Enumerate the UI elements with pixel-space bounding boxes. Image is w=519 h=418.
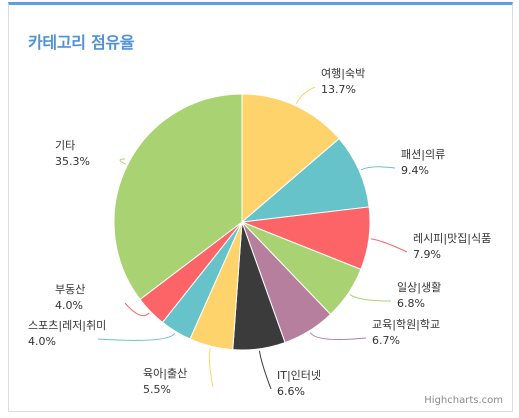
chart-widget: 카테고리 점유율 여행|숙박 13.7% 패션|의류 9.4% 레시피|맛집|식품 7.9… — [8, 2, 513, 412]
slice-label-패션-의류: 패션|의류 — [401, 148, 445, 161]
pie-slice-여행-숙박[interactable] — [241, 93, 340, 224]
connector-패션-의류 — [360, 166, 396, 171]
slice-percent-육아-출산: 5.5% — [143, 383, 171, 396]
slice-percent-일상-생활: 6.8% — [397, 297, 425, 310]
connector-부동산 — [124, 302, 150, 317]
highcharts-credit[interactable]: Highcharts.com — [424, 395, 503, 406]
slice-label-스포츠-레저-취미: 스포츠|레저|취미 — [28, 319, 106, 332]
connector-육아-출산 — [208, 347, 214, 388]
connector-여행-숙박 — [295, 86, 316, 105]
slice-percent-IT-인터넷: 6.6% — [277, 385, 305, 398]
slice-percent-패션-의류: 9.4% — [401, 164, 429, 177]
slice-label-육아-출산: 육아|출산 — [143, 367, 187, 380]
chart-title: 카테고리 점유율 — [28, 33, 135, 52]
pie-chart: 여행|숙박 13.7% 패션|의류 9.4% 레시피|맛집|식품 7.9% 일상|생활 6.8… — [28, 67, 491, 398]
pie-slice-기타[interactable] — [113, 93, 243, 301]
connector-교육-학원-학교 — [309, 332, 367, 340]
slice-label-여행-숙박: 여행|숙박 — [321, 67, 365, 80]
slice-label-기타: 기타 — [55, 139, 75, 152]
slice-percent-스포츠-레저-취미: 4.0% — [28, 335, 56, 348]
slice-label-교육-학원-학교: 교육|학원|학교 — [372, 318, 440, 331]
connector-IT-인터넷 — [259, 350, 272, 390]
slice-percent-레시피-맛집-식품: 7.9% — [413, 248, 441, 261]
pie-slice-패션-의류[interactable] — [240, 137, 370, 223]
slice-percent-교육-학원-학교: 6.7% — [372, 334, 400, 347]
connector-레시피-맛집-식품 — [370, 238, 408, 253]
slice-label-부동산: 부동산 — [55, 283, 85, 296]
connector-일상-생활 — [349, 294, 392, 302]
slice-label-일상-생활: 일상|생활 — [397, 280, 441, 294]
connector-스포츠-레저-취미 — [97, 332, 176, 341]
slice-label-IT-인터넷: IT|인터넷 — [277, 369, 321, 382]
slice-percent-기타: 35.3% — [55, 155, 90, 168]
slice-percent-부동산: 4.0% — [55, 299, 83, 312]
slice-label-레시피-맛집-식품: 레시피|맛집|식품 — [413, 232, 491, 245]
connector-기타 — [119, 158, 126, 165]
slice-percent-여행-숙박: 13.7% — [321, 83, 356, 96]
